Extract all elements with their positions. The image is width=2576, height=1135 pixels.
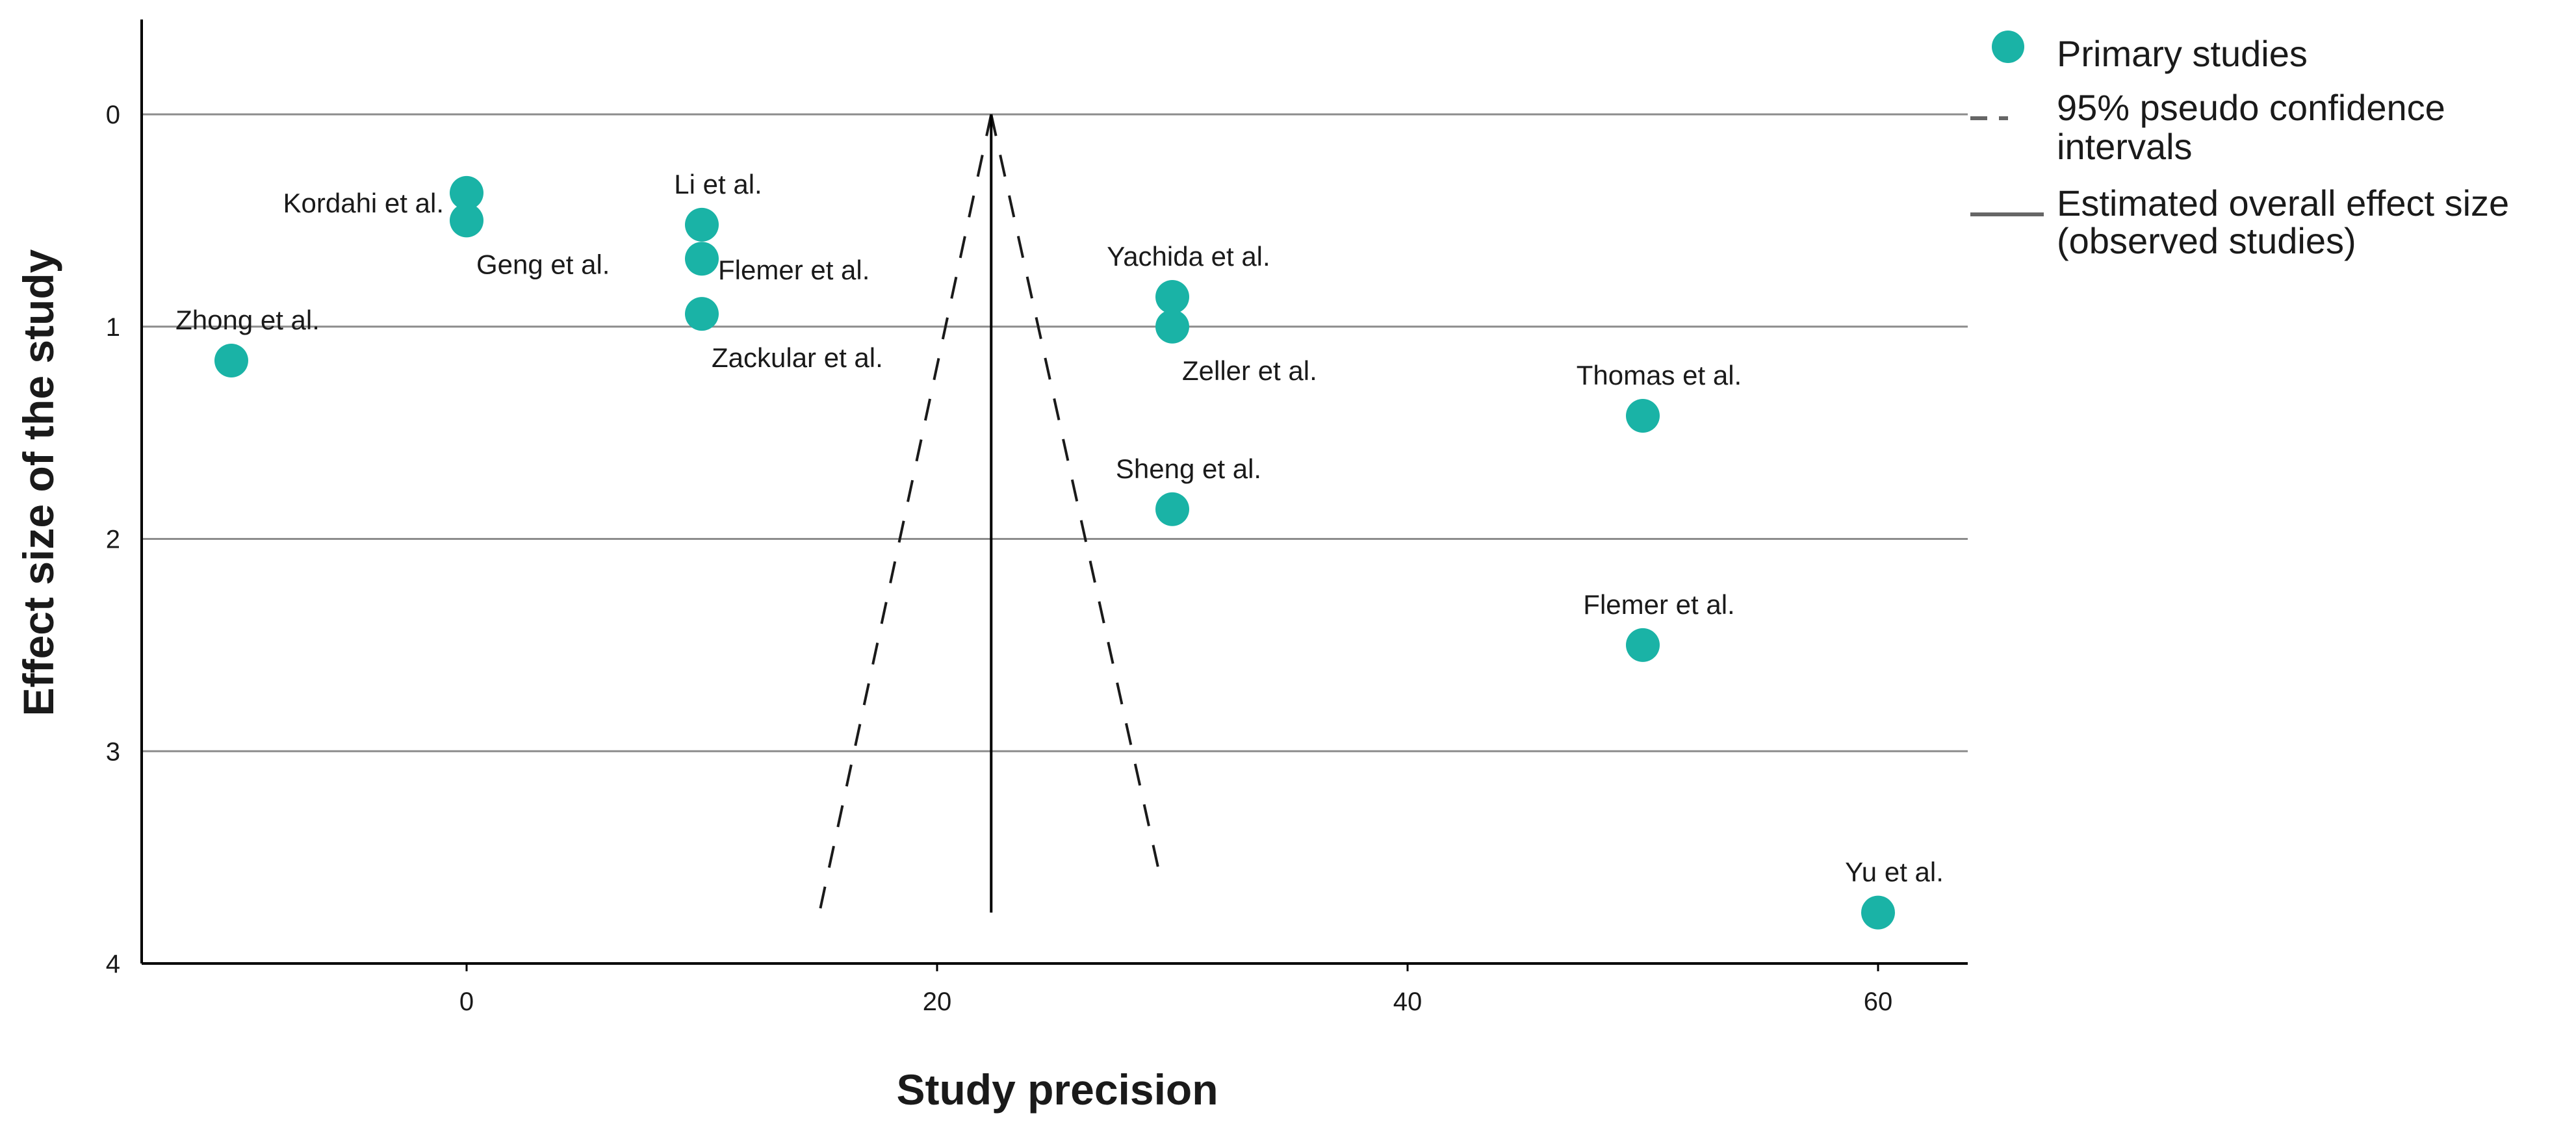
legend-ci-label-line2: intervals — [2057, 126, 2193, 167]
x-tick-label-3: 60 — [1864, 988, 1893, 1016]
study-point-label-1: Geng et al. — [476, 249, 610, 279]
y-tick-label-3: 3 — [106, 737, 120, 766]
x-tick-label-0: 0 — [459, 988, 474, 1016]
point-layer — [214, 175, 1895, 930]
ci-dashed-line-0 — [818, 114, 993, 913]
legend-ci-label: 95% pseudo confidence — [2057, 87, 2445, 128]
study-point-8 — [1155, 492, 1189, 526]
study-point-6 — [1155, 280, 1189, 314]
study-point-4 — [685, 297, 719, 331]
study-point-0 — [450, 175, 483, 210]
ci-dashed-line-1 — [990, 114, 1162, 879]
y-tick-label-2: 2 — [106, 526, 120, 554]
study-point-label-7: Zeller et al. — [1182, 355, 1317, 386]
study-point-label-2: Li et al. — [674, 169, 762, 199]
y-tick-label-4: 4 — [106, 950, 120, 978]
x-axis-title: Study precision — [896, 1065, 1218, 1114]
legend-point-icon — [1992, 31, 2024, 63]
legend-overall-label-line2: (observed studies) — [2057, 220, 2356, 261]
y-tick-label-0: 0 — [106, 101, 120, 129]
study-point-7 — [1155, 309, 1189, 344]
legend-overall-label: Estimated overall effect size — [2057, 183, 2509, 223]
study-point-label-10: Flemer et al. — [1583, 589, 1734, 620]
study-point-label-0: Kordahi et al. — [283, 188, 444, 218]
label-layer: Kordahi et al. Geng et al. Li et al. Flemer… — [175, 169, 1944, 887]
study-point-label-11: Yu et al. — [1845, 857, 1944, 887]
y-tick-label-1: 1 — [106, 313, 120, 342]
study-point-2 — [685, 207, 719, 242]
study-point-label-4: Zackular et al. — [712, 342, 883, 373]
study-point-9 — [1626, 398, 1660, 433]
study-point-label-6: Yachida et al. — [1107, 241, 1270, 272]
y-axis-title: Effect size of the study — [14, 249, 62, 716]
study-point-3 — [685, 242, 719, 276]
x-tick-label-1: 20 — [923, 988, 952, 1016]
study-point-5 — [214, 344, 248, 378]
study-point-label-5: Zhong et al. — [175, 305, 320, 335]
study-point-label-8: Sheng et al. — [1116, 453, 1261, 484]
ci-layer — [818, 114, 1162, 913]
study-point-1 — [450, 203, 483, 238]
study-point-label-9: Thomas et al. — [1577, 360, 1742, 390]
legend: Primary studies 95% pseudo confidence in… — [1970, 31, 2509, 261]
study-point-10 — [1626, 628, 1660, 662]
study-point-label-3: Flemer et al. — [718, 255, 869, 285]
study-point-11 — [1861, 895, 1895, 930]
grid-layer — [142, 113, 1968, 752]
x-tick-label-2: 40 — [1393, 988, 1423, 1016]
legend-primary-label: Primary studies — [2057, 33, 2308, 74]
